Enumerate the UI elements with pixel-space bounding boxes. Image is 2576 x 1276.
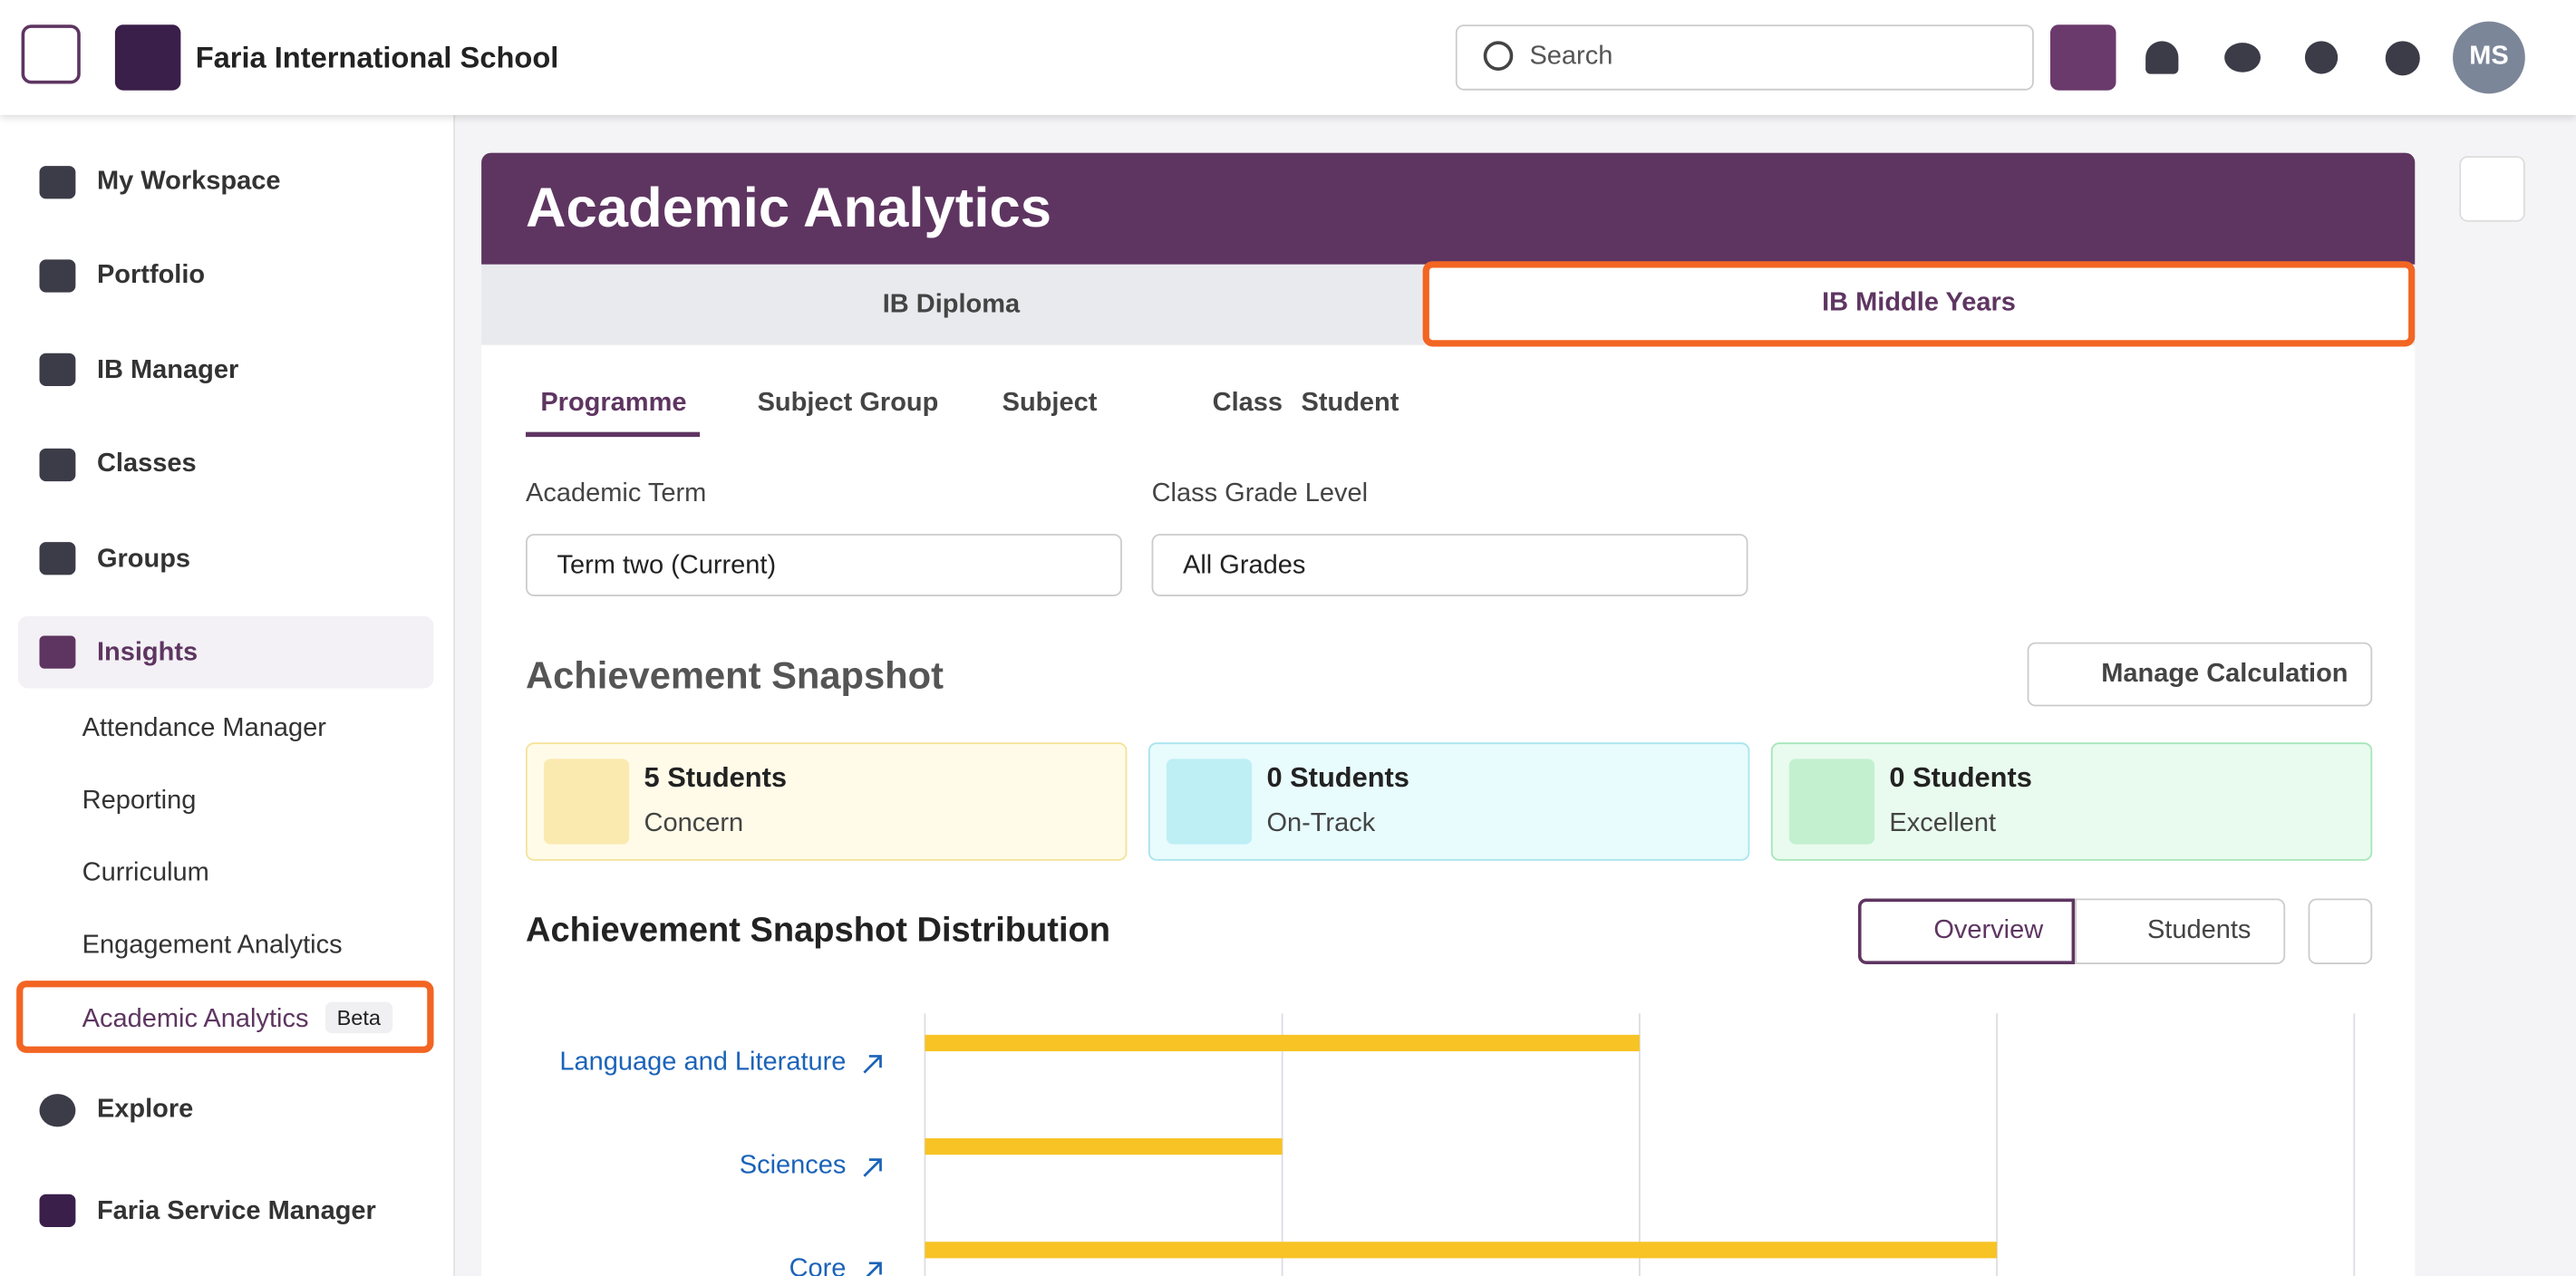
card-icon (1788, 759, 1875, 845)
header: Faria International School Search MS (0, 0, 2576, 115)
nav-item[interactable]: IB Manager (96, 356, 239, 385)
bar (925, 1034, 1640, 1051)
nav-icon (39, 353, 76, 386)
card-count: 0 Students (1889, 762, 2032, 794)
toggle-overview[interactable]: Overview (1857, 898, 2076, 964)
nav-icon (39, 1094, 76, 1127)
card-label: Concern (644, 809, 744, 838)
search-box[interactable]: Search (1455, 24, 2034, 91)
filter-label: Academic Term (526, 479, 707, 508)
logo (114, 24, 181, 91)
help[interactable] (2385, 41, 2420, 76)
assistant-button[interactable] (2459, 156, 2525, 222)
add-button[interactable] (2050, 24, 2116, 91)
active-item[interactable]: Academic Analytics Beta (16, 981, 434, 1053)
banner: Academic Analytics (481, 152, 2416, 265)
card-label: Excellent (1889, 809, 1997, 838)
dropdown[interactable]: Term two (Current) (526, 534, 1122, 596)
bar (925, 1242, 1998, 1259)
subtab[interactable]: Subject (1002, 389, 1098, 418)
card-count: 5 Students (644, 762, 788, 794)
search-placeholder: Search (1529, 43, 1613, 71)
link-icon (863, 1055, 882, 1074)
search-icon (1483, 41, 1514, 71)
menu-button[interactable] (21, 24, 81, 84)
badge: Beta (324, 1001, 392, 1034)
sub-item[interactable]: Reporting (82, 787, 197, 815)
notifications[interactable] (2145, 41, 2179, 74)
bar (925, 1138, 1283, 1155)
tab[interactable]: IB Diploma (481, 264, 1421, 345)
page-title: Academic Analytics (526, 177, 1051, 240)
sub-item[interactable]: Curriculum (82, 858, 209, 887)
subtab[interactable]: Student (1301, 389, 1399, 418)
card-ontrack: 0 Students On-Track (1148, 742, 1750, 861)
category-link[interactable]: Language and Literature (559, 1047, 846, 1076)
subtab[interactable]: Programme (540, 389, 687, 418)
card-icon (1166, 759, 1253, 845)
category-link[interactable]: Sciences (740, 1151, 847, 1180)
subtab[interactable]: Class (1212, 389, 1283, 418)
nav-item[interactable]: Explore (96, 1095, 194, 1124)
nav-icon (39, 1194, 76, 1227)
card-count: 0 Students (1266, 762, 1409, 794)
nav-icon (39, 448, 76, 482)
nav-icon (39, 635, 76, 669)
nav-item[interactable]: Groups (96, 545, 191, 574)
category-link[interactable]: Core (789, 1254, 847, 1276)
tab-active[interactable]: IB Middle Years (1422, 261, 2416, 347)
dropdown[interactable]: All Grades (1151, 534, 1748, 596)
nav-icon (39, 259, 76, 293)
manage-button[interactable]: Manage Calculation (2027, 642, 2373, 707)
sub-item: Academic Analytics (82, 1005, 309, 1034)
subtab[interactable]: Subject Group (757, 389, 939, 418)
card-concern: 5 Students Concern (526, 742, 1128, 861)
nav-item[interactable]: Portfolio (96, 261, 206, 289)
nav-item[interactable]: Faria Service Manager (96, 1197, 376, 1226)
nav-item[interactable]: My Workspace (96, 167, 281, 196)
toggle-students[interactable]: Students (2075, 898, 2286, 964)
nav-icon (39, 542, 76, 575)
nav-icon (39, 166, 76, 199)
card-label: On-Track (1266, 809, 1376, 838)
analytics-card: Academic Analytics IB Diploma IB Middle … (481, 152, 2416, 1276)
messages[interactable] (2224, 43, 2261, 72)
export-button[interactable] (2308, 898, 2373, 964)
sub-item[interactable]: Attendance Manager (82, 714, 326, 743)
card-icon (543, 759, 630, 845)
sub-item[interactable]: Engagement Analytics (82, 931, 343, 960)
subtab-underline (526, 431, 701, 438)
nav-item: Insights (96, 639, 199, 667)
section-title: Achievement Snapshot (526, 653, 944, 697)
chart: Language and Literature Sciences Core (559, 1013, 2356, 1276)
nav-item[interactable]: Classes (96, 450, 197, 478)
sidebar: My Workspace Portfolio IB Manager Classe… (0, 114, 456, 1276)
insights-row[interactable]: Insights (17, 615, 434, 689)
link-icon (863, 1158, 882, 1177)
card-excellent: 0 Students Excellent (1770, 742, 2373, 861)
link-icon (866, 1262, 882, 1276)
school-name: Faria International School (195, 41, 559, 74)
section-title: Achievement Snapshot Distribution (526, 911, 1111, 950)
settings[interactable] (2304, 41, 2339, 74)
avatar[interactable]: MS (2453, 21, 2525, 94)
filter-label: Class Grade Level (1151, 479, 1369, 508)
